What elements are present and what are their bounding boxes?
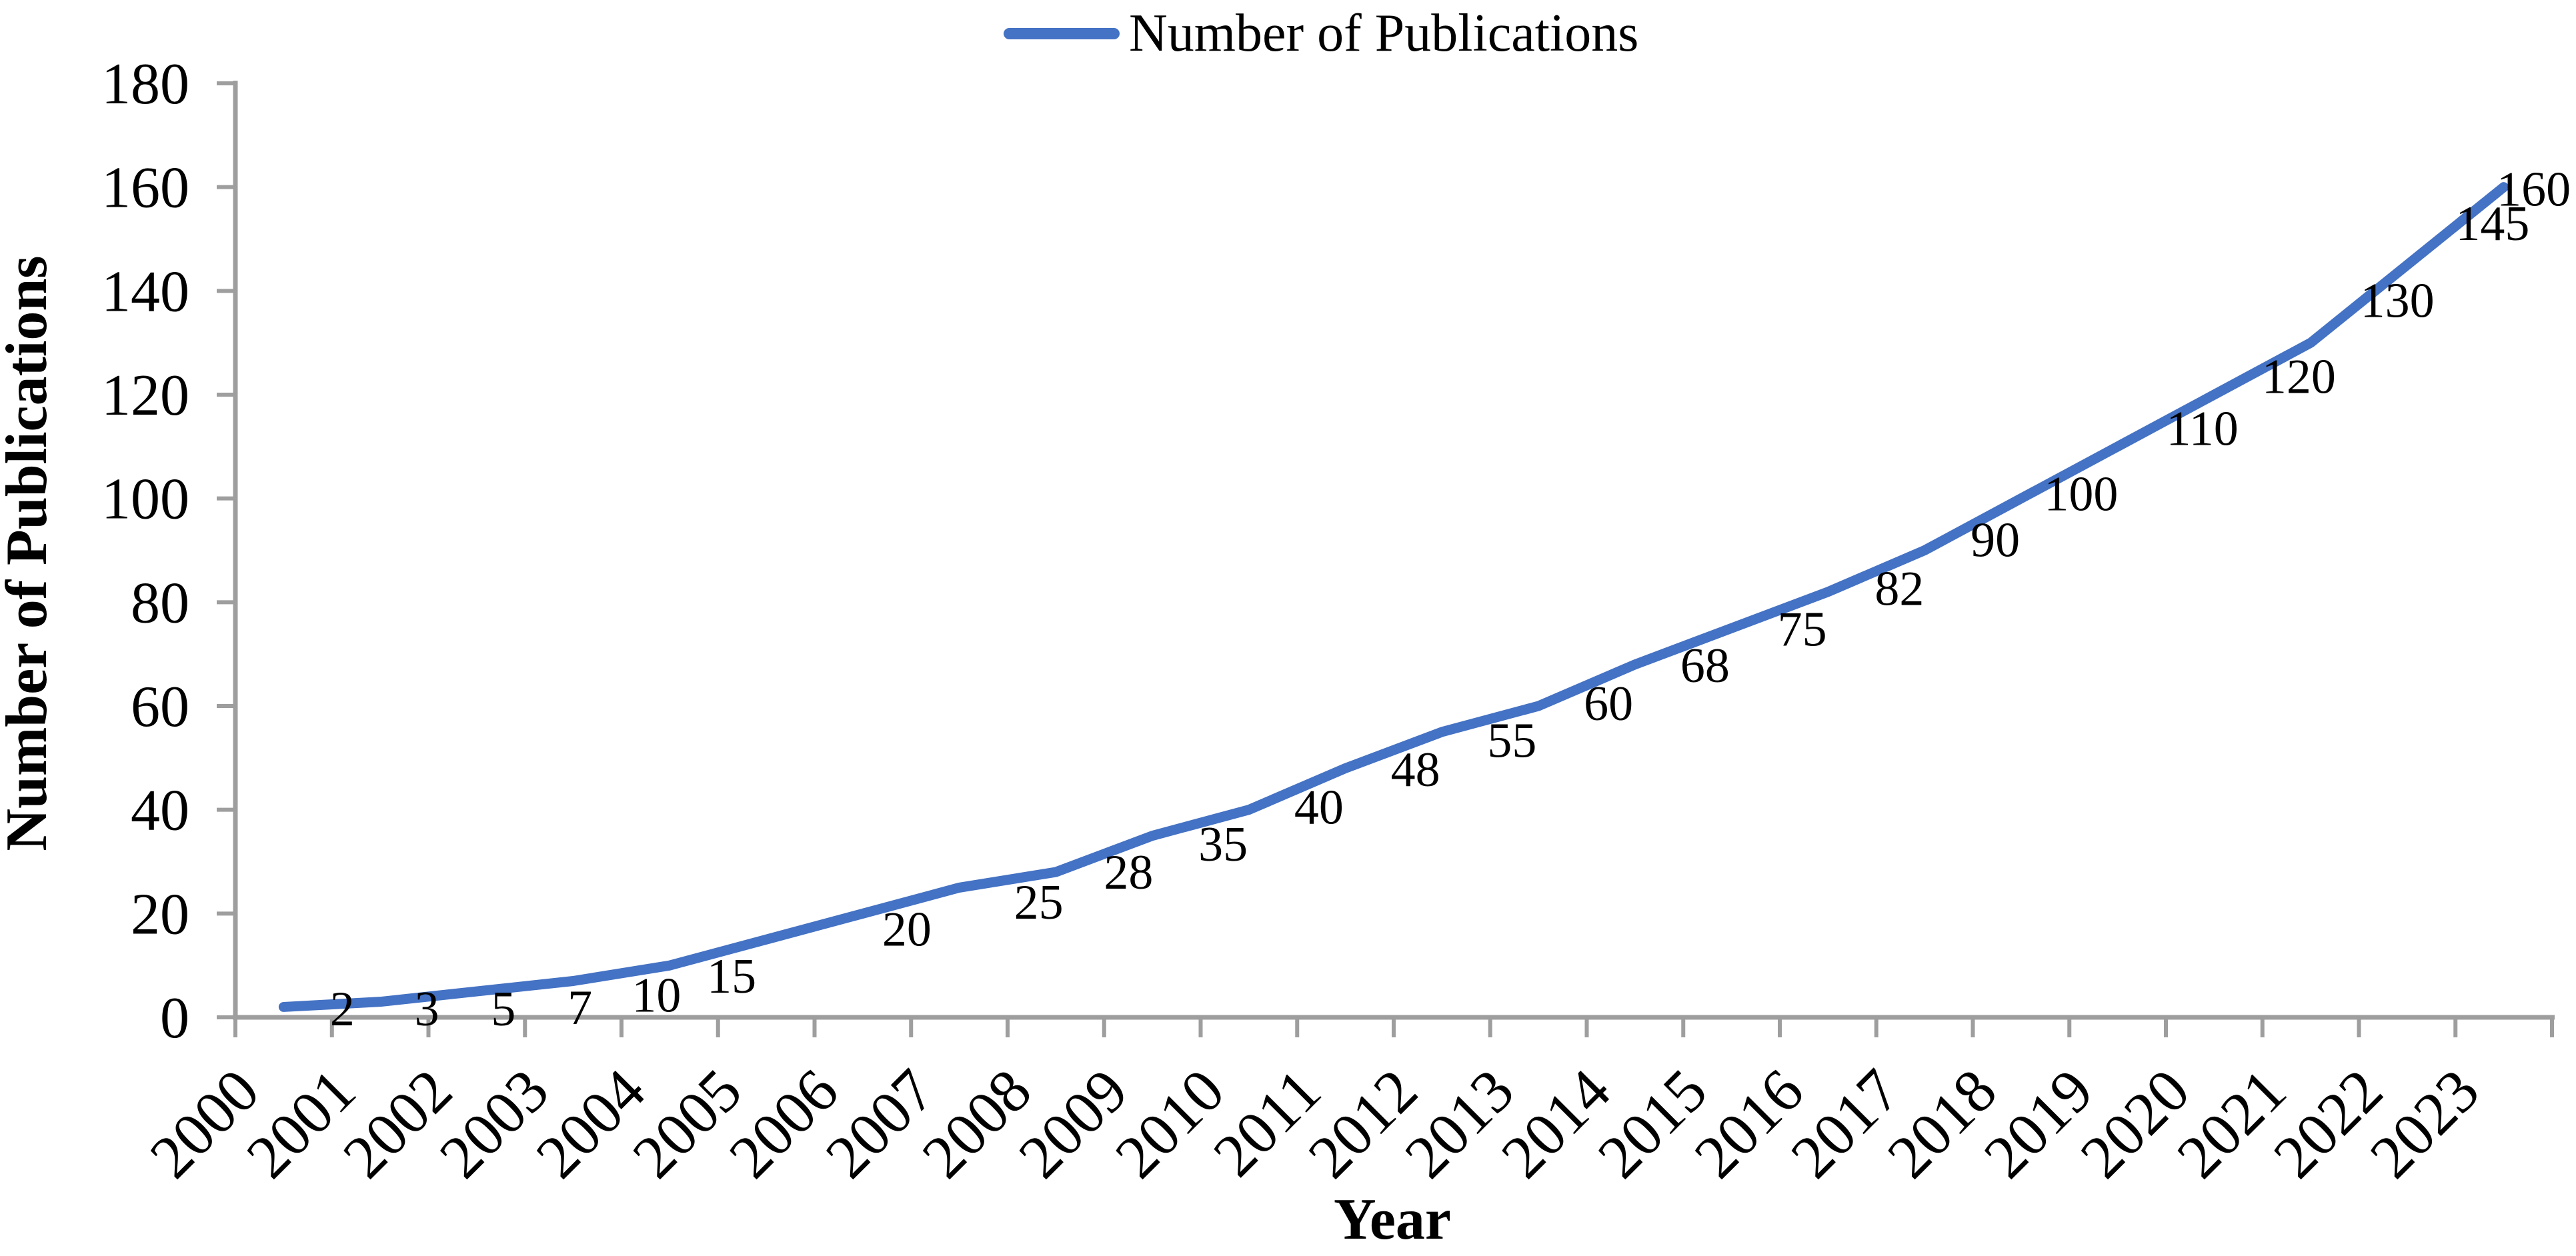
data-label-2006: 20	[882, 903, 932, 957]
y-tick-label: 0	[160, 986, 189, 1051]
data-label-2018: 100	[2044, 467, 2118, 521]
x-tick-label: 2000	[137, 1056, 271, 1191]
x-tick-label: 2006	[716, 1056, 851, 1191]
data-label-2005: 15	[707, 949, 756, 1004]
series-line	[278, 182, 2509, 1012]
y-tick-label: 100	[101, 467, 189, 532]
y-tick-label: 60	[131, 675, 189, 739]
y-tick-label: 20	[131, 882, 189, 947]
data-label-2009: 35	[1198, 817, 1248, 872]
x-tick-label: 2015	[1585, 1056, 1720, 1191]
data-label-2003: 7	[567, 981, 592, 1035]
data-label-2007: 25	[1014, 875, 1064, 930]
data-label-2014: 68	[1680, 639, 1730, 693]
data-label-2022: 145	[2455, 197, 2529, 251]
data-label-2015: 75	[1778, 602, 1827, 657]
x-tick-label: 2017	[1778, 1056, 1912, 1191]
data-label-2002: 5	[491, 982, 515, 1037]
x-axis-title: Year	[1334, 1187, 1451, 1252]
data-label-2008: 28	[1104, 845, 1153, 900]
y-tick-label: 160	[101, 156, 189, 221]
y-tick-label: 80	[131, 571, 189, 635]
data-label-2020: 120	[2262, 350, 2336, 405]
data-label-2023: 160	[2497, 163, 2571, 217]
x-tick-label: 2023	[2357, 1056, 2492, 1191]
x-tick-label: 2012	[1295, 1056, 1430, 1191]
data-label-2017: 90	[1971, 513, 2020, 568]
data-label-2013: 60	[1584, 677, 1633, 731]
data-label-2001: 3	[415, 982, 439, 1037]
y-tick-label: 40	[131, 779, 189, 843]
x-tick-label: 2003	[427, 1056, 561, 1191]
y-axis-title: Number of Publications	[0, 255, 59, 851]
x-tick-label: 2021	[2164, 1056, 2299, 1191]
data-label-2010: 40	[1294, 780, 1344, 835]
x-tick-label: 2011	[1200, 1056, 1334, 1189]
x-tick-label: 2007	[813, 1056, 948, 1191]
data-label-2021: 130	[2361, 273, 2435, 328]
x-tick-label: 2014	[1488, 1056, 1623, 1191]
data-label-2011: 48	[1391, 743, 1440, 797]
x-tick-label: 2002	[330, 1056, 465, 1191]
y-tick-label: 180	[101, 52, 189, 117]
x-tick-label: 2019	[1971, 1056, 2106, 1191]
x-tick-label: 2018	[1874, 1056, 2009, 1191]
x-tick-label: 2005	[619, 1056, 754, 1191]
x-tick-label: 2020	[2067, 1056, 2202, 1191]
chart-legend: Number of Publications	[1004, 5, 1638, 61]
x-tick-label: 2008	[909, 1056, 1044, 1191]
x-tick-label: 2022	[2261, 1056, 2395, 1191]
data-label-2000: 2	[330, 982, 355, 1037]
x-tick-label: 2009	[1006, 1056, 1140, 1191]
x-tick-label: 2016	[1681, 1056, 1816, 1191]
x-tick-label: 2004	[523, 1056, 658, 1191]
data-label-2004: 10	[631, 968, 681, 1023]
y-tick-label: 120	[101, 363, 189, 428]
data-label-2012: 55	[1487, 714, 1536, 769]
x-tick-label: 2001	[233, 1056, 368, 1191]
legend-line-swatch	[1004, 27, 1120, 39]
data-label-2016: 82	[1874, 562, 1924, 617]
x-tick-label: 2013	[1392, 1056, 1526, 1191]
legend-label: Number of Publications	[1129, 4, 1639, 63]
x-tick-label: 2010	[1102, 1056, 1237, 1191]
y-tick-label: 140	[101, 259, 189, 324]
data-label-2019: 110	[2166, 402, 2238, 457]
